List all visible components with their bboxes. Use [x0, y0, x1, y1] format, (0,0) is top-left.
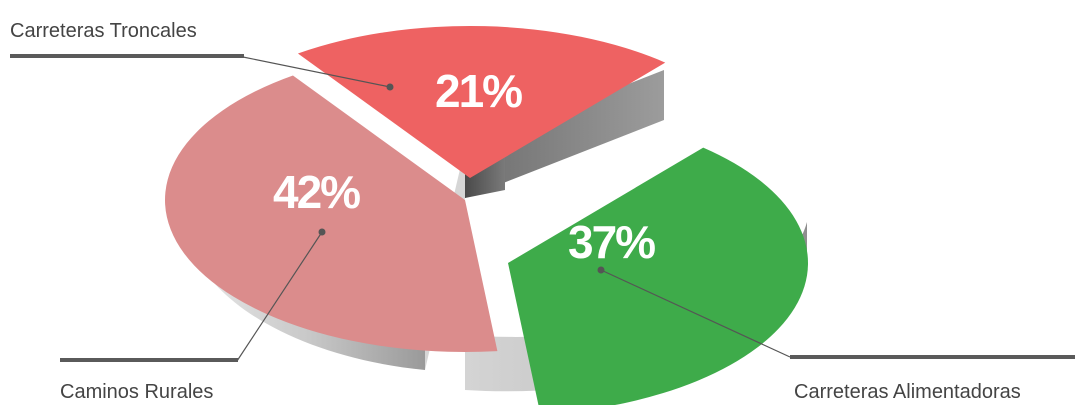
data-label-carreteras-alimentadoras: 37% — [568, 216, 655, 268]
leader-dots — [318, 83, 605, 274]
pie-slice-carreteras-troncales — [297, 26, 666, 179]
pie-slices — [165, 26, 808, 405]
leader-dot-caminos-rurales — [318, 228, 326, 236]
callout-bar-carreteras-alimentadoras — [790, 355, 1075, 359]
leader-line-carreteras-troncales — [242, 56, 391, 88]
data-label-caminos-rurales: 42% — [273, 166, 360, 218]
callout-bar-caminos-rurales — [60, 358, 238, 362]
leader-lines — [236, 56, 791, 362]
callout-bars — [10, 54, 1075, 362]
wall-carreteras-troncales — [465, 70, 664, 198]
callout-bar-carreteras-troncales — [10, 54, 244, 58]
leader-dot-carreteras-troncales — [386, 83, 394, 91]
callout-label-carreteras-alimentadoras: Carreteras Alimentadoras — [794, 381, 1021, 403]
callout-label-carreteras-troncales: Carreteras Troncales — [10, 20, 197, 42]
callout-label-caminos-rurales: Caminos Rurales — [60, 381, 213, 403]
leader-line-carreteras-alimentadoras — [600, 269, 791, 358]
pie-slice-carreteras-alimentadoras — [508, 147, 808, 405]
pie-slice-caminos-rurales — [165, 75, 498, 352]
leader-dot-carreteras-alimentadoras — [597, 266, 605, 274]
data-label-carreteras-troncales: 21% — [435, 65, 522, 117]
leader-line-caminos-rurales — [236, 231, 323, 362]
